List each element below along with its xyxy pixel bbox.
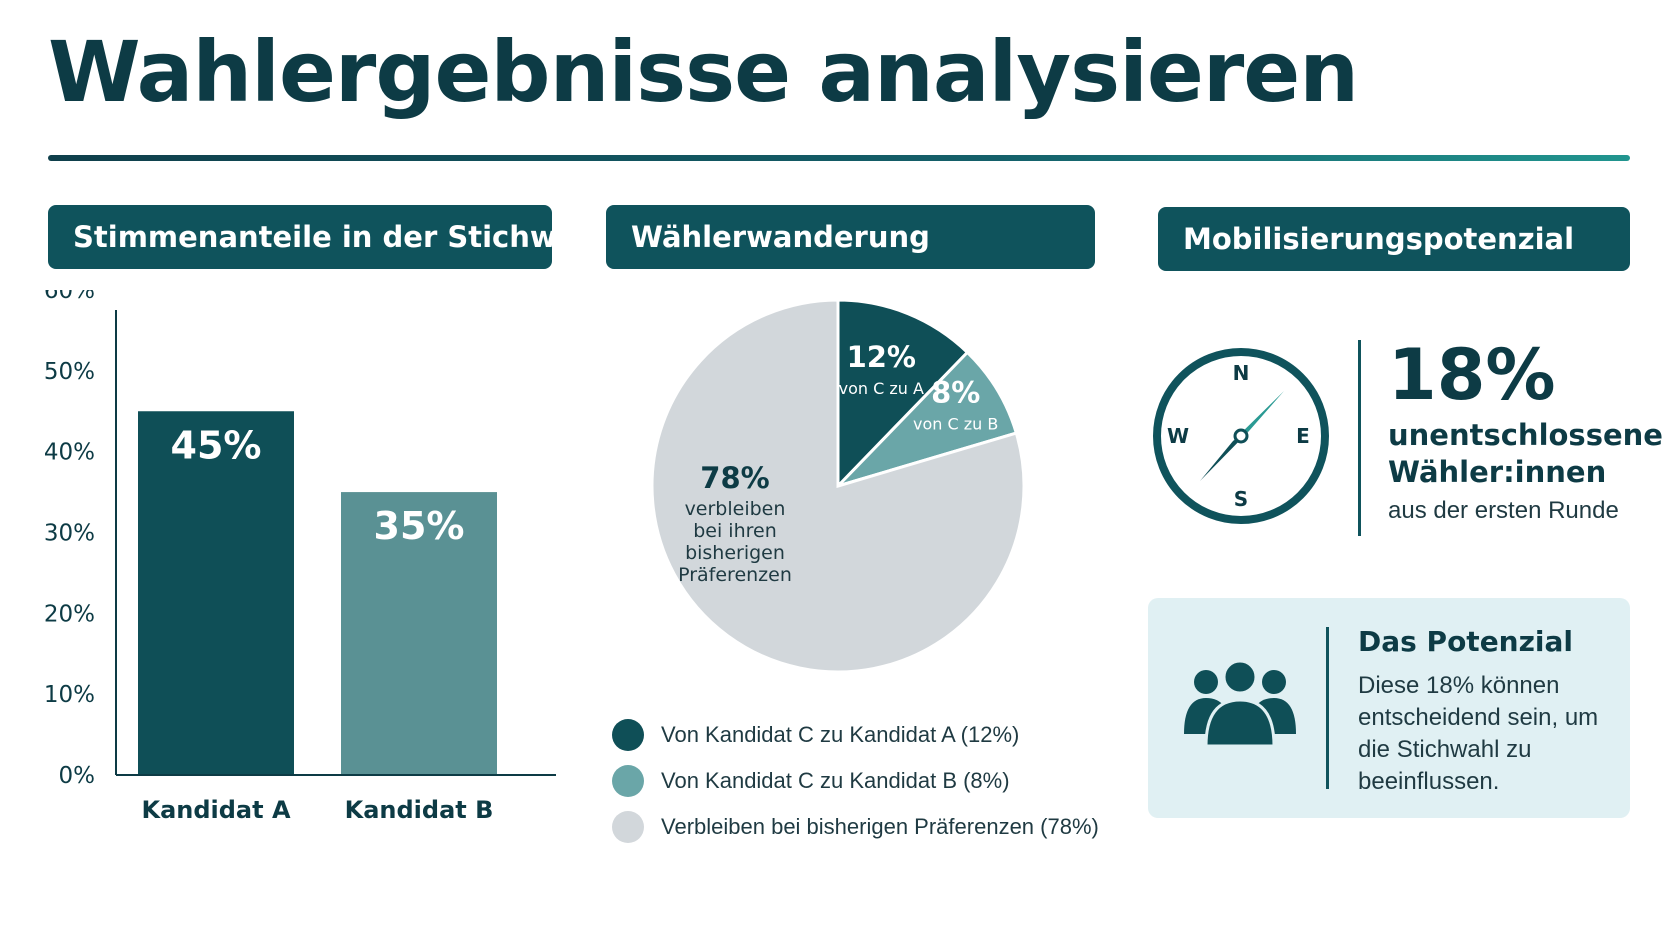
legend-item: Verbleiben bei bisherigen Präferenzen (7… [612,804,1099,850]
pie-legend: Von Kandidat C zu Kandidat A (12%) Von K… [612,712,1099,850]
y-tick-label: 10% [44,682,95,708]
legend-label: Verbleiben bei bisherigen Präferenzen (7… [661,814,1099,839]
undecided-label-line2: Wähler:innen [1388,455,1607,489]
pie-sublabel: bisherigen [685,542,785,564]
legend-label: Von Kandidat C zu Kandidat A (12%) [661,722,1020,747]
bar-value-label: 45% [171,423,262,467]
legend-label: Von Kandidat C zu Kandidat B (8%) [661,768,1010,793]
y-tick-label: 30% [44,521,95,547]
legend-item: Von Kandidat C zu Kandidat A (12%) [612,712,1099,758]
compass-icon: N E S W [1153,348,1329,524]
pie-sublabel: Präferenzen [678,564,792,586]
pie-value-label: 12% [847,340,916,374]
compass-west: W [1167,424,1189,448]
pie-sublabel: verbleiben [685,498,786,520]
bar-chart: 0% 10% 20% 30% 40% 50% 60% 45% Kandidat A 35% Kan… [44,290,556,824]
compass-east: E [1296,424,1310,448]
compass-north: N [1233,361,1250,385]
pie-slice [832,350,1019,490]
compass-ring [1153,348,1329,524]
undecided-label-line1: unentschlossene [1388,418,1663,452]
y-tick-label: 20% [44,601,95,627]
bar [138,411,294,775]
undecided-percentage: 18% [1388,334,1556,416]
bar-chart-header: Stimmenanteile in der Stichwahl [48,205,607,269]
bar [341,492,497,775]
box-divider [1326,627,1329,789]
potential-title: Das Potenzial [1358,625,1574,658]
y-tick-label: 50% [44,359,95,385]
compass-needle-south [1200,431,1249,481]
undecided-sublabel: aus der ersten Runde [1388,497,1619,524]
page-title: Wahlergebnisse analysieren [48,23,1359,121]
legend-dot [612,811,644,843]
bar-value-label: 35% [374,504,465,548]
pie-value-label: 78% [700,461,769,495]
y-tick-label: 60% [44,290,95,304]
potential-text: Diese 18% können entscheidend sein, um d… [1358,672,1599,795]
legend-dot [612,765,644,797]
title-divider [48,155,1630,161]
compass-south: S [1234,487,1248,511]
legend-item: Von Kandidat C zu Kandidat B (8%) [612,758,1099,804]
x-tick-label: Kandidat B [345,796,494,824]
stat-divider [1358,340,1361,536]
compass-needle-north [1233,391,1284,441]
compass-center [1233,428,1249,444]
y-tick-label: 0% [59,763,96,789]
pie-chart: 12% von C zu A 8% von C zu B 78% verbleibenbe… [650,298,1026,674]
pie-sublabel: von C zu B [913,415,998,434]
mobilization-header: Mobilisierungspotenzial [1158,207,1630,271]
pie-slice [836,298,970,490]
people-icon [1184,660,1296,748]
legend-dot [612,719,644,751]
pie-sublabel: bei ihren [693,520,777,542]
pie-slice [650,298,1026,674]
pie-sublabel: von C zu A [839,379,924,398]
x-tick-label: Kandidat A [141,796,290,824]
pie-chart-header: Wählerwanderung [606,205,1095,269]
y-tick-label: 40% [44,440,95,466]
pie-value-label: 8% [931,376,980,410]
